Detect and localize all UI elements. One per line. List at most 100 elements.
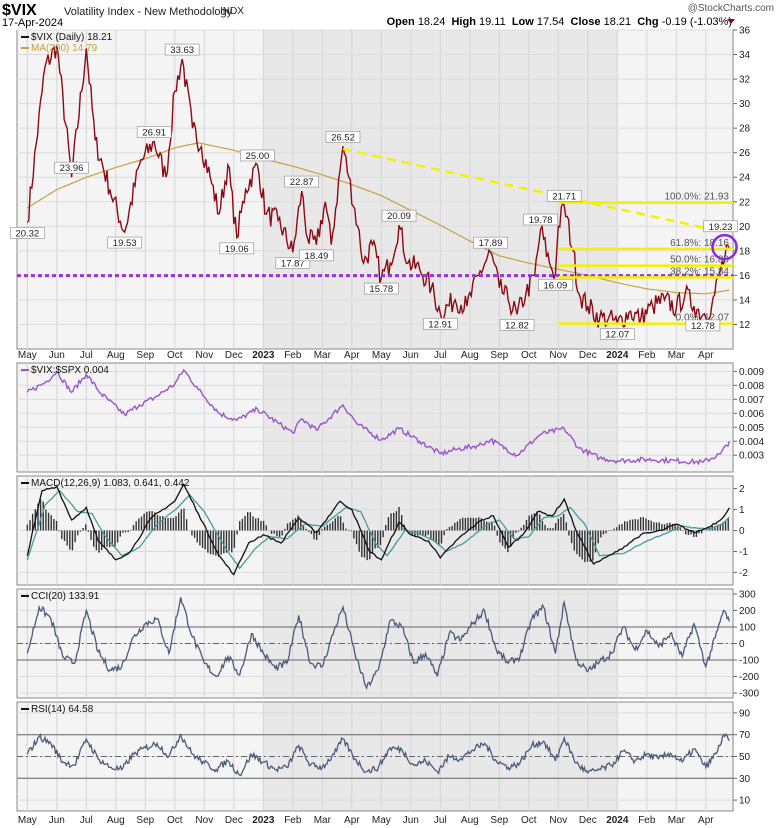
y-tick-label: 100 [739,622,756,633]
x-tick-label: May [372,350,391,361]
legend-entry: CCI(20) 133.91 [31,591,100,602]
price-annotation-box [219,242,255,255]
x-tick-label: Sep [490,350,508,361]
legend-entry: MA(200) 14.79 [31,43,98,54]
y-tick-label: 34 [739,50,751,61]
price-annotation: 17.89 [479,238,503,249]
y-tick-label: 0 [739,526,745,537]
close-value: 18.21 [603,16,632,28]
fib-level-label: 38.2%: 15.84 [670,266,729,277]
price-annotation: 25.00 [246,151,270,162]
chg-label: Chg [637,16,659,28]
x-tick-label: 2024 [606,350,629,361]
price-annotation: 22.87 [290,177,314,188]
y-tick-label: 300 [739,589,756,600]
chg-value: -0.19 (-1.03%) [661,16,732,28]
y-tick-label: 0 [739,639,745,650]
brand-logo: @StockCharts.com [687,3,774,14]
y-tick-label: 2 [739,484,745,495]
x-tick-label: Apr [698,815,714,826]
price-annotation: 20.32 [15,228,39,239]
price-annotation: 33.63 [170,45,194,56]
x-tick-label: Feb [284,350,302,361]
y-tick-label: 12 [739,320,751,331]
price-annotation-box [107,236,143,249]
open-value: 18.24 [417,16,446,28]
y-tick-label: 32 [739,75,751,86]
x-tick-label: Mar [668,350,686,361]
y-tick-label: 0.008 [739,381,764,392]
x-tick-label: Oct [167,815,183,826]
x-tick-label: Jul [80,350,93,361]
price-annotation-box [546,189,582,202]
x-tick-label: Feb [284,815,302,826]
y-tick-label: 200 [739,606,756,617]
price-annotation: 19.53 [113,238,137,249]
down-arrow-icon [727,19,735,24]
fib-level-label: 61.8%: 18.16 [670,238,729,249]
legend-entry: RSI(14) 64.58 [31,704,94,715]
rsi-line [26,732,730,777]
high-label: High [451,16,476,28]
price-annotation-box [275,257,311,269]
y-tick-label: -300 [739,689,759,700]
x-tick-label: May [372,815,391,826]
chart-date: 17-Apr-2024 [2,17,64,29]
price-annotation-box [499,319,535,331]
x-tick-label: Nov [549,350,567,361]
y-tick-label: 18 [739,246,751,257]
price-annotation-box [325,130,361,143]
price-annotation-box [523,213,558,226]
price-annotation-box [164,43,200,56]
x-tick-label: Mar [668,815,686,826]
x-tick-label: 2023 [252,815,275,826]
x-tick-label: Dec [579,815,597,826]
down-trendline [342,147,721,233]
y-tick-label: 30 [739,99,751,110]
y-tick-label: 0.003 [739,451,764,462]
price-annotation-box [9,227,45,239]
x-tick-label: Jun [403,815,419,826]
x-tick-label: Aug [107,815,125,826]
y-tick-label: 26 [739,148,751,159]
x-tick-label: Oct [521,815,537,826]
x-tick-label: 2023 [252,350,275,361]
y-tick-label: 28 [739,124,751,135]
x-tick-label: Sep [490,815,508,826]
x-tick-label: Aug [461,815,479,826]
price-annotation: 12.07 [605,330,629,341]
symbol-title: $VIX [2,2,37,19]
x-tick-label: Jul [434,815,447,826]
x-tick-label: Dec [225,350,243,361]
cci-line [26,597,731,691]
price-annotation: 19.78 [529,215,553,226]
y-tick-label: -2 [739,568,748,579]
low-value: 17.54 [536,16,565,28]
price-annotation: 15.78 [369,284,393,295]
x-tick-label: Apr [698,350,714,361]
highlight-circle [711,233,738,261]
price-annotation-box [599,328,635,340]
high-value: 19.11 [478,16,506,28]
price-annotation-box [381,209,417,222]
y-tick-label: 90 [739,708,751,719]
price-annotation: 17.87 [281,258,305,269]
price-annotation-box [685,319,721,332]
price-annotation: 12.91 [428,319,452,330]
price-annotation-box [422,317,458,330]
x-tick-label: Mar [314,815,332,826]
x-tick-label: Aug [461,350,479,361]
y-tick-label: 50 [739,752,751,763]
fib-level-label: 50.0%: 16.80 [670,255,729,266]
y-tick-label: -200 [739,672,759,683]
x-tick-label: Aug [107,350,125,361]
price-annotation: 16.09 [543,280,567,291]
y-tick-label: 30 [739,774,751,785]
macd-line [26,483,730,576]
price-annotation-box [284,175,320,188]
legend-entry: $VIX (Daily) 18.21 [31,32,113,43]
y-tick-label: 14 [739,295,751,306]
x-tick-label: Jul [80,815,93,826]
y-tick-label: 16 [739,271,751,282]
